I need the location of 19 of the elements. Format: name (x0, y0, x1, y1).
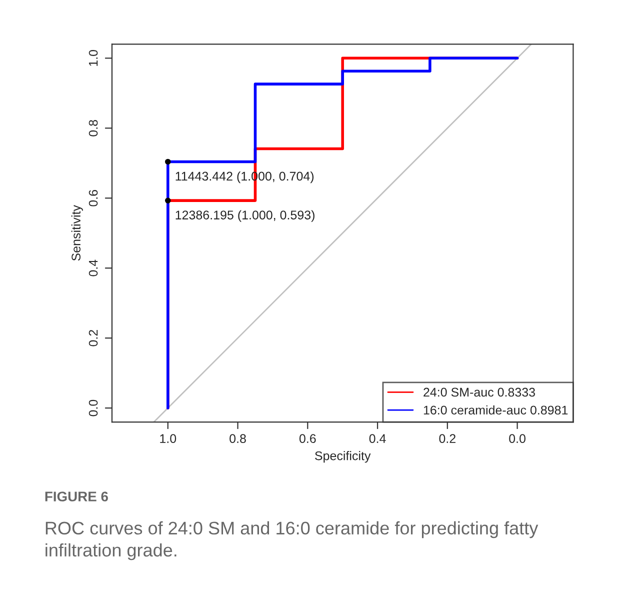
x-tick-label: 1.0 (160, 434, 176, 444)
x-tick-label: 0.8 (230, 434, 246, 444)
caption: FIGURE 6 (45, 492, 108, 502)
y-tick-label: 0.4 (88, 260, 98, 276)
x-tick-label: 0.6 (299, 434, 316, 444)
y-tick-label: 1.0 (88, 50, 98, 66)
y-tick-label: 0.2 (88, 330, 98, 346)
legend-label: 24:0 SM-auc 0.8333 (424, 388, 535, 397)
x-tick-label: 0.2 (439, 434, 456, 444)
y-tick-label: 0.0 (88, 400, 98, 416)
text: ROC curves of 24:0 SM and 16:0 ceramide for predicting fatty infiltration grade. (46, 521, 538, 560)
annotation: 12386.195 (1.000, 0.593) (176, 210, 314, 222)
legend-label: 16:0 ceramide-auc 0.8981 (424, 405, 568, 415)
x-tick-label: 0.0 (509, 434, 526, 444)
y-tick-label: 0.8 (88, 120, 98, 136)
y-tick-label: 0.6 (88, 190, 98, 206)
x-axis-title: Specificity (315, 451, 371, 463)
y-axis-title: Sensitivity (71, 204, 83, 261)
x-tick-label: 0.4 (369, 434, 386, 444)
